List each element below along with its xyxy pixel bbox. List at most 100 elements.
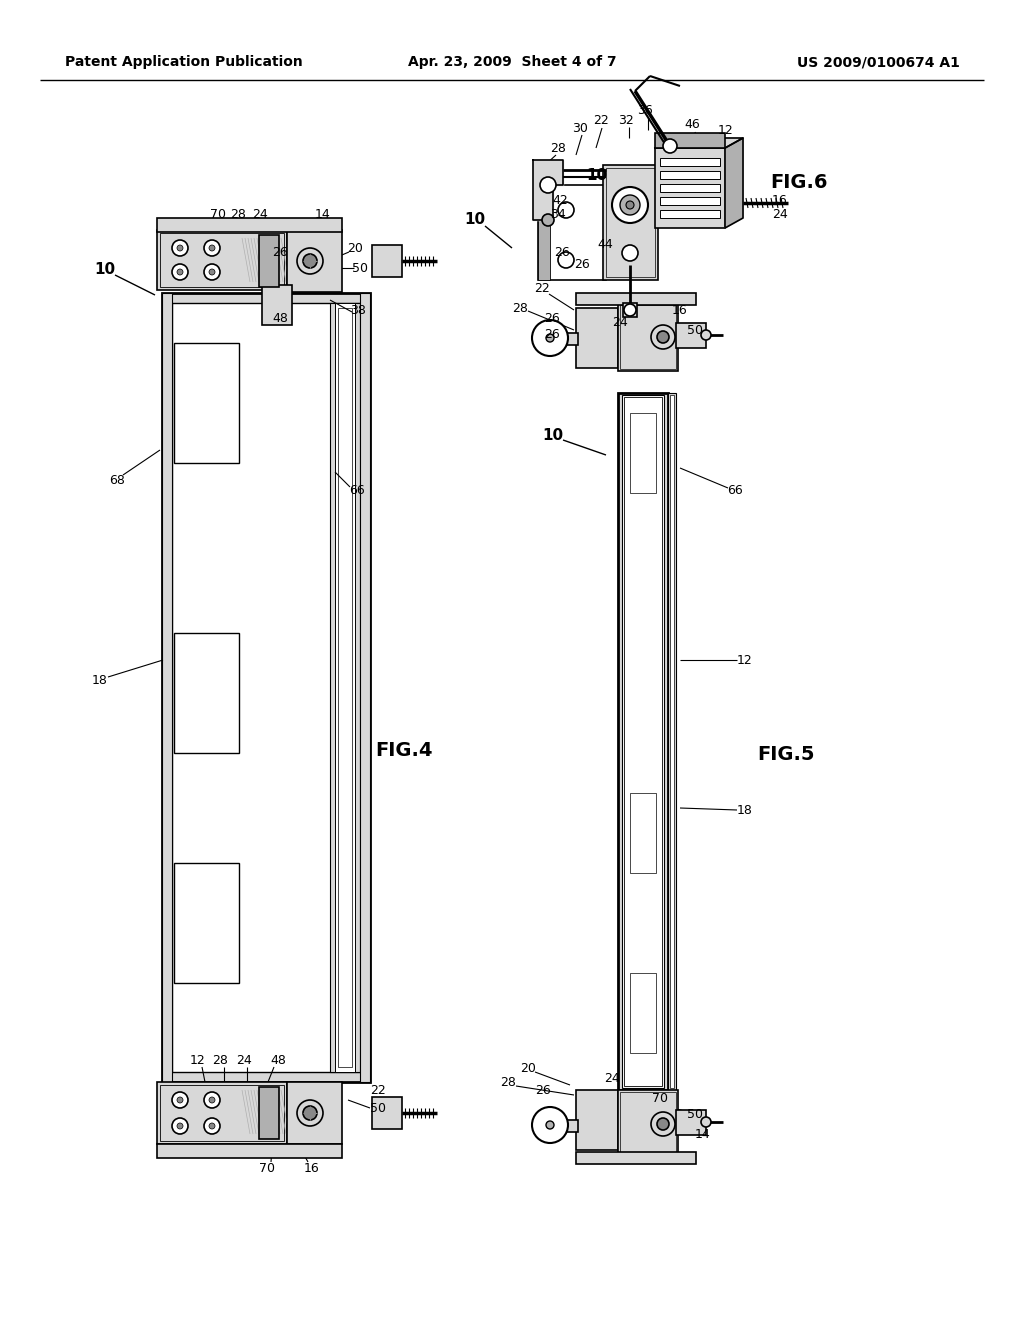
Text: 20: 20 bbox=[520, 1061, 536, 1074]
Circle shape bbox=[172, 264, 188, 280]
Circle shape bbox=[701, 1117, 711, 1127]
Circle shape bbox=[663, 139, 677, 153]
Bar bbox=[538, 185, 606, 280]
Bar bbox=[676, 323, 706, 348]
Bar bbox=[335, 304, 355, 1072]
Bar bbox=[676, 1110, 706, 1135]
Text: 34: 34 bbox=[550, 209, 566, 222]
Text: 50: 50 bbox=[370, 1101, 386, 1114]
Text: 22: 22 bbox=[535, 282, 550, 296]
Text: 50: 50 bbox=[687, 1109, 703, 1122]
Text: 10: 10 bbox=[465, 213, 485, 227]
Circle shape bbox=[620, 195, 640, 215]
Circle shape bbox=[297, 248, 323, 275]
Text: 24: 24 bbox=[772, 209, 787, 222]
Text: 26: 26 bbox=[554, 246, 570, 259]
Text: 16: 16 bbox=[772, 194, 787, 206]
Text: 12: 12 bbox=[737, 653, 753, 667]
Circle shape bbox=[172, 240, 188, 256]
Text: 18: 18 bbox=[737, 804, 753, 817]
Bar bbox=[655, 148, 725, 228]
Circle shape bbox=[546, 334, 554, 342]
Bar bbox=[618, 1090, 678, 1158]
Circle shape bbox=[209, 269, 215, 275]
Bar bbox=[372, 246, 402, 277]
Bar bbox=[162, 293, 370, 1082]
Text: 44: 44 bbox=[597, 239, 613, 252]
Circle shape bbox=[297, 1100, 323, 1126]
Text: 20: 20 bbox=[347, 242, 362, 255]
Text: 24: 24 bbox=[612, 315, 628, 329]
Bar bbox=[157, 1082, 287, 1144]
Circle shape bbox=[612, 187, 648, 223]
Text: 48: 48 bbox=[270, 1053, 286, 1067]
Bar bbox=[575, 308, 618, 368]
Circle shape bbox=[204, 240, 220, 256]
Text: 10: 10 bbox=[94, 263, 116, 277]
Bar bbox=[174, 634, 239, 752]
Circle shape bbox=[657, 1118, 669, 1130]
Polygon shape bbox=[655, 139, 743, 148]
Circle shape bbox=[209, 1097, 215, 1104]
Circle shape bbox=[542, 214, 554, 226]
Text: 50: 50 bbox=[352, 261, 368, 275]
Bar bbox=[259, 235, 279, 286]
Text: 38: 38 bbox=[350, 304, 366, 317]
Bar bbox=[620, 305, 676, 370]
Text: 10: 10 bbox=[543, 428, 563, 442]
Bar bbox=[618, 393, 668, 1090]
Bar bbox=[660, 183, 720, 191]
Bar bbox=[160, 1085, 284, 1140]
Text: 24: 24 bbox=[604, 1072, 620, 1085]
Bar bbox=[660, 172, 720, 180]
Text: FIG.5: FIG.5 bbox=[757, 746, 814, 764]
Circle shape bbox=[204, 1118, 220, 1134]
Circle shape bbox=[177, 269, 183, 275]
Bar bbox=[630, 413, 656, 492]
Bar bbox=[630, 793, 656, 873]
Bar bbox=[259, 1086, 279, 1139]
Bar bbox=[575, 1152, 696, 1164]
Text: 70: 70 bbox=[652, 1092, 668, 1105]
Text: 12: 12 bbox=[190, 1053, 206, 1067]
Text: 14: 14 bbox=[695, 1129, 711, 1142]
Circle shape bbox=[204, 1092, 220, 1107]
Bar bbox=[620, 1092, 676, 1156]
Text: 28: 28 bbox=[230, 209, 246, 222]
Circle shape bbox=[172, 1092, 188, 1107]
Text: 24: 24 bbox=[252, 209, 268, 222]
Bar bbox=[548, 1119, 578, 1133]
Text: Apr. 23, 2009  Sheet 4 of 7: Apr. 23, 2009 Sheet 4 of 7 bbox=[408, 55, 616, 69]
Bar bbox=[660, 197, 720, 205]
Text: Patent Application Publication: Patent Application Publication bbox=[65, 55, 303, 69]
Circle shape bbox=[540, 177, 556, 193]
Bar bbox=[262, 285, 292, 325]
Text: 26: 26 bbox=[536, 1084, 551, 1097]
Circle shape bbox=[532, 319, 568, 356]
Text: 12: 12 bbox=[718, 124, 734, 136]
Bar bbox=[172, 304, 360, 1072]
Text: 14: 14 bbox=[315, 209, 331, 222]
Circle shape bbox=[701, 330, 711, 341]
Bar bbox=[624, 397, 662, 1086]
Text: 66: 66 bbox=[349, 483, 365, 496]
Bar bbox=[157, 230, 287, 290]
Circle shape bbox=[303, 253, 317, 268]
Text: US 2009/0100674 A1: US 2009/0100674 A1 bbox=[797, 55, 961, 69]
Circle shape bbox=[177, 1123, 183, 1129]
Text: 50: 50 bbox=[687, 323, 703, 337]
Bar bbox=[660, 158, 720, 166]
Circle shape bbox=[532, 1107, 568, 1143]
Text: 24: 24 bbox=[237, 1053, 252, 1067]
Circle shape bbox=[624, 304, 636, 315]
Text: 26: 26 bbox=[544, 329, 560, 342]
Bar bbox=[655, 133, 725, 148]
Bar bbox=[174, 863, 239, 983]
Text: 26: 26 bbox=[544, 312, 560, 325]
Circle shape bbox=[177, 1097, 183, 1104]
Bar bbox=[670, 395, 674, 1088]
Text: 16: 16 bbox=[672, 304, 688, 317]
Bar bbox=[630, 973, 656, 1053]
Text: 68: 68 bbox=[110, 474, 125, 487]
Text: 46: 46 bbox=[684, 119, 699, 132]
